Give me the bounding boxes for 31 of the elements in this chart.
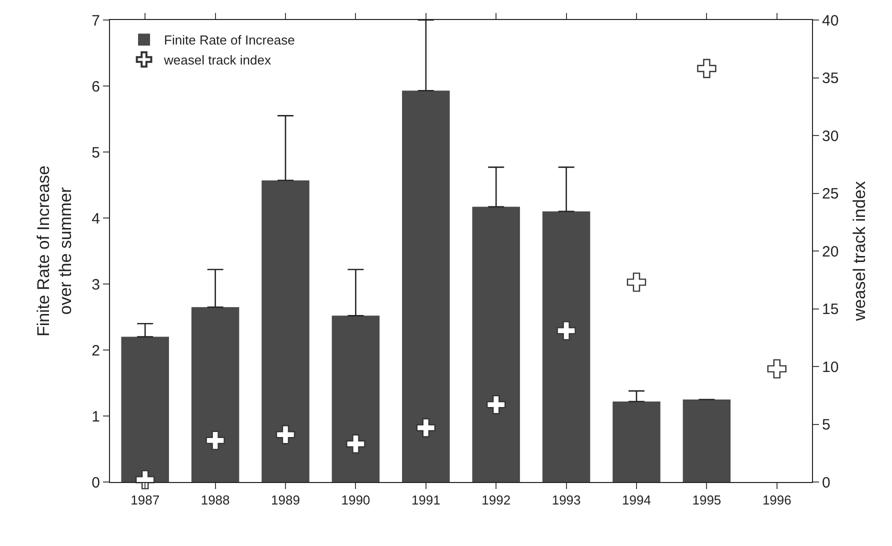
y2-tick-label: 25 bbox=[822, 186, 839, 202]
y2-tick-label: 10 bbox=[822, 358, 839, 376]
legend-label: weasel track index bbox=[163, 52, 272, 68]
x-tick-label: 1996 bbox=[762, 492, 792, 508]
x-tick-label: 1989 bbox=[271, 492, 300, 508]
y-tick-label: 3 bbox=[92, 276, 100, 294]
y2-tick-label: 20 bbox=[822, 243, 839, 260]
y-tick-label: 5 bbox=[92, 144, 100, 162]
y-tick-label: 0 bbox=[92, 474, 100, 492]
x-tick-label: 1987 bbox=[130, 492, 160, 508]
x-tick-label: 1994 bbox=[622, 492, 651, 508]
y-tick-label: 2 bbox=[92, 342, 100, 360]
x-tick-label: 1988 bbox=[200, 492, 230, 508]
y-axis-title: Finite Rate of Increase over the summer bbox=[34, 165, 76, 337]
x-tick-label: 1993 bbox=[552, 492, 581, 508]
y2-tick-label: 35 bbox=[822, 70, 839, 87]
legend-label: Finite Rate of Increase bbox=[164, 32, 295, 48]
y-tick-label: 6 bbox=[92, 78, 100, 96]
y2-tick-label: 15 bbox=[822, 301, 839, 318]
x-tick-label: 1992 bbox=[482, 492, 511, 508]
y-tick-label: 7 bbox=[92, 12, 100, 30]
y2-axis-title: weasel track index bbox=[850, 180, 870, 322]
x-tick-label: 1995 bbox=[692, 492, 722, 508]
y2-tick-label: 0 bbox=[822, 474, 830, 492]
x-tick-label: 1991 bbox=[411, 492, 440, 508]
y2-tick-label: 40 bbox=[822, 12, 839, 30]
y-tick-label: 1 bbox=[92, 408, 100, 426]
y-tick-label: 4 bbox=[92, 210, 100, 228]
y2-tick-label: 5 bbox=[822, 416, 830, 434]
y2-tick-label: 30 bbox=[822, 128, 839, 145]
x-tick-label: 1990 bbox=[341, 492, 370, 508]
